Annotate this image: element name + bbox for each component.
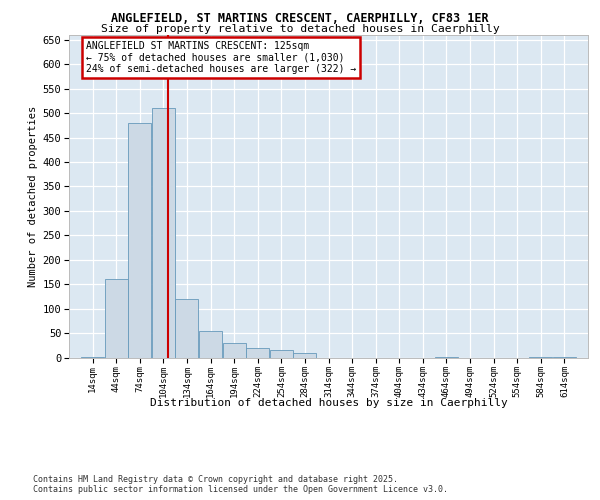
Bar (293, 352, 316, 358)
Bar (175, 299, 199, 358)
Bar (128, 123, 151, 358)
Bar (199, 330, 222, 357)
Bar (223, 343, 245, 357)
Bar (270, 350, 293, 358)
Text: Contains HM Land Registry data © Crown copyright and database right 2025.
Contai: Contains HM Land Registry data © Crown c… (33, 474, 448, 494)
Bar (105, 280, 128, 357)
Bar (81, 356, 104, 358)
Bar (152, 108, 175, 358)
Bar (246, 348, 269, 358)
Text: ANGLEFIELD, ST MARTINS CRESCENT, CAERPHILLY, CF83 1ER: ANGLEFIELD, ST MARTINS CRESCENT, CAERPHI… (111, 12, 489, 24)
Text: ANGLEFIELD ST MARTINS CRESCENT: 125sqm
← 75% of detached houses are smaller (1,0: ANGLEFIELD ST MARTINS CRESCENT: 125sqm ←… (86, 41, 356, 74)
Text: Size of property relative to detached houses in Caerphilly: Size of property relative to detached ho… (101, 24, 499, 34)
Y-axis label: Number of detached properties: Number of detached properties (28, 106, 38, 287)
Text: Distribution of detached houses by size in Caerphilly: Distribution of detached houses by size … (150, 398, 508, 407)
